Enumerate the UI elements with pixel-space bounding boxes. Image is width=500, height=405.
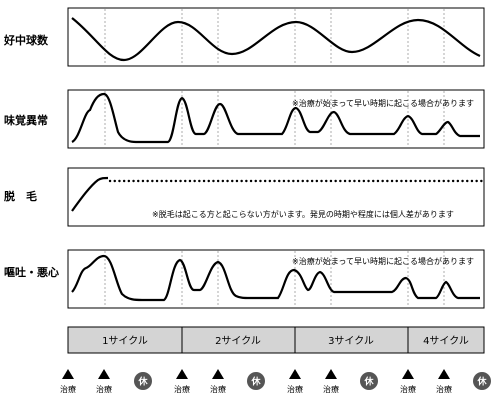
cycle-label-2: 2サイクル [215,335,261,347]
cycle-label-4: 4サイクル [423,335,469,347]
rest-circle-icon [473,372,491,390]
treatment-label: 治療 [60,384,76,394]
treatment-triangle-icon [325,369,337,379]
treatment-triangle-icon [98,369,110,379]
rest-label: 休 [363,376,374,388]
rest-label: 休 [137,376,148,388]
treatment-label: 治療 [210,384,226,394]
treatment-triangle-icon [176,369,188,379]
panel-frame [67,167,485,227]
taste-curve [71,92,480,144]
row-label-wbc: 好中球数 [3,33,49,47]
cycle-bar-frame [67,326,485,354]
panel-wbc [67,7,485,67]
treatment-triangle-icon [62,369,74,379]
nausea-curve [71,254,480,302]
panel-taste: ※治療が始まって早い時期に起こる場合があります [67,89,485,149]
rest-circle-icon [360,372,378,390]
panel-nausea: ※治療が始まって早い時期に起こる場合があります [67,249,485,309]
row-label-hair: 脱 毛 [4,189,37,203]
treatment-label: 治療 [436,384,452,394]
cycle-bar: 1サイクル 2サイクル 3サイクル 4サイクル [67,326,485,354]
treatment-triangle-icon [289,369,301,379]
row-label-nausea: 嘔吐・悪心 [4,265,59,279]
cycle-label-1: 1サイクル [102,335,148,347]
treatment-label: 治療 [323,384,339,394]
cycle-label-3: 3サイクル [328,335,374,347]
cycle-dividers [104,91,445,147]
note-hair: ※脱毛は起こる方と起こらない方がいます。発見の時期や程度には個人差があります [152,209,454,219]
treatment-label: 治療 [287,384,303,394]
panel-frame [67,7,485,67]
note-nausea: ※治療が始まって早い時期に起こる場合があります [292,256,474,266]
cycle-dividers [104,9,445,65]
treatment-label: 治療 [174,384,190,394]
rest-circle-icon [247,372,265,390]
wbc-curve [71,17,481,62]
treatment-triangle-icon [212,369,224,379]
rest-label: 休 [250,376,261,388]
treatment-label: 治療 [96,384,112,394]
treatment-label: 治療 [400,384,416,394]
rest-label: 休 [476,376,487,388]
panel-hair: ※脱毛は起こる方と起こらない方がいます。発見の時期や程度には個人差があります [67,167,485,227]
treatment-triangle-icon [402,369,414,379]
note-taste: ※治療が始まって早い時期に起こる場合があります [292,98,474,108]
hair-curve [71,176,109,212]
rest-circle-icon [134,372,152,390]
treatment-triangle-icon [438,369,450,379]
panel-frame [67,89,485,149]
panel-frame [67,249,485,309]
row-label-taste: 味覚異常 [4,113,48,127]
marker-row: 治療 治療 休 治療 治療 休 治療 治療 休 治療 治療 休 [60,369,491,394]
